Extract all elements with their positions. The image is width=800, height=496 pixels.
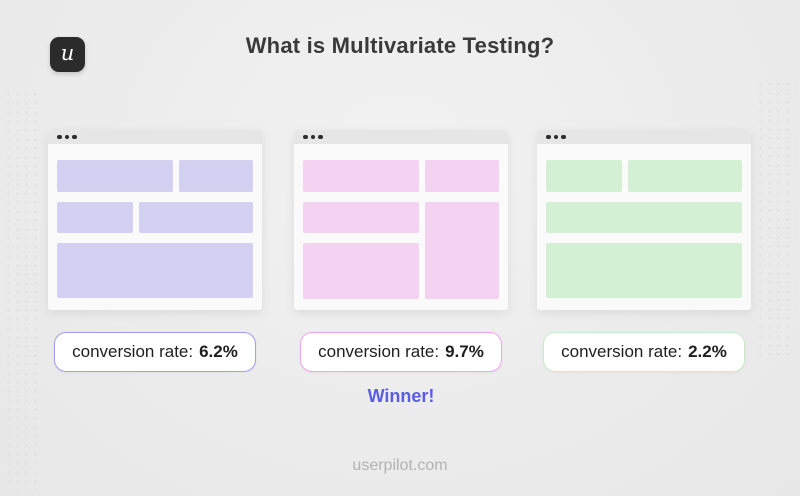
page-title: What is Multivariate Testing? — [245, 33, 555, 58]
conversion-rate-badge-variant-a: conversion rate: 6.2% — [54, 332, 256, 372]
footer-url: userpilot.com — [352, 457, 448, 474]
browser-window-variant-a — [48, 130, 262, 310]
background-dot-pattern-right — [756, 80, 796, 360]
window-dot-icon — [303, 134, 308, 140]
window-dot-icon — [310, 134, 315, 140]
conversion-rate-label: conversion rate: — [72, 342, 194, 361]
window-titlebar — [537, 130, 751, 144]
background-dot-pattern-left — [4, 90, 42, 490]
content-block-placeholder — [628, 160, 742, 192]
content-block-placeholder — [546, 202, 742, 233]
content-block-placeholder — [303, 160, 419, 192]
window-dot-icon — [57, 134, 62, 140]
variant-b-column: conversion rate: 9.7% Winner! — [294, 130, 508, 407]
logo-glyph: u — [60, 41, 75, 65]
content-block-placeholder — [303, 243, 419, 299]
content-block-placeholder — [179, 160, 253, 192]
conversion-rate-label: conversion rate: — [318, 342, 440, 361]
window-titlebar — [294, 130, 508, 144]
variant-c-column: conversion rate: 2.2% — [537, 130, 751, 372]
content-block-placeholder — [57, 243, 253, 298]
window-dot-icon — [553, 134, 558, 140]
conversion-rate-badge-variant-c: conversion rate: 2.2% — [543, 332, 745, 372]
window-dot-icon — [318, 134, 323, 140]
winner-label: Winner! — [367, 386, 435, 406]
content-block-placeholder — [546, 243, 742, 298]
content-block-placeholder — [57, 202, 133, 233]
content-block-placeholder — [425, 202, 499, 299]
window-dot-icon — [64, 134, 69, 140]
window-dot-icon — [561, 134, 566, 140]
window-dot-icon — [72, 134, 77, 140]
window-content — [294, 144, 508, 310]
variant-a-column: conversion rate: 6.2% — [48, 130, 262, 372]
content-block-placeholder — [139, 202, 253, 233]
conversion-rate-badge-variant-b: conversion rate: 9.7% — [300, 332, 502, 372]
window-dot-icon — [546, 134, 551, 140]
content-block-placeholder — [303, 202, 419, 233]
window-content — [537, 144, 751, 310]
userpilot-logo: u — [50, 37, 85, 72]
browser-window-variant-b — [294, 130, 508, 310]
conversion-rate-value: 6.2% — [199, 342, 238, 361]
window-titlebar — [48, 130, 262, 144]
conversion-rate-value: 2.2% — [688, 342, 727, 361]
content-block-placeholder — [57, 160, 173, 192]
conversion-rate-label: conversion rate: — [561, 342, 683, 361]
content-block-placeholder — [425, 160, 499, 192]
window-content — [48, 144, 262, 310]
browser-window-variant-c — [537, 130, 751, 310]
content-block-placeholder — [546, 160, 622, 192]
conversion-rate-value: 9.7% — [445, 342, 484, 361]
